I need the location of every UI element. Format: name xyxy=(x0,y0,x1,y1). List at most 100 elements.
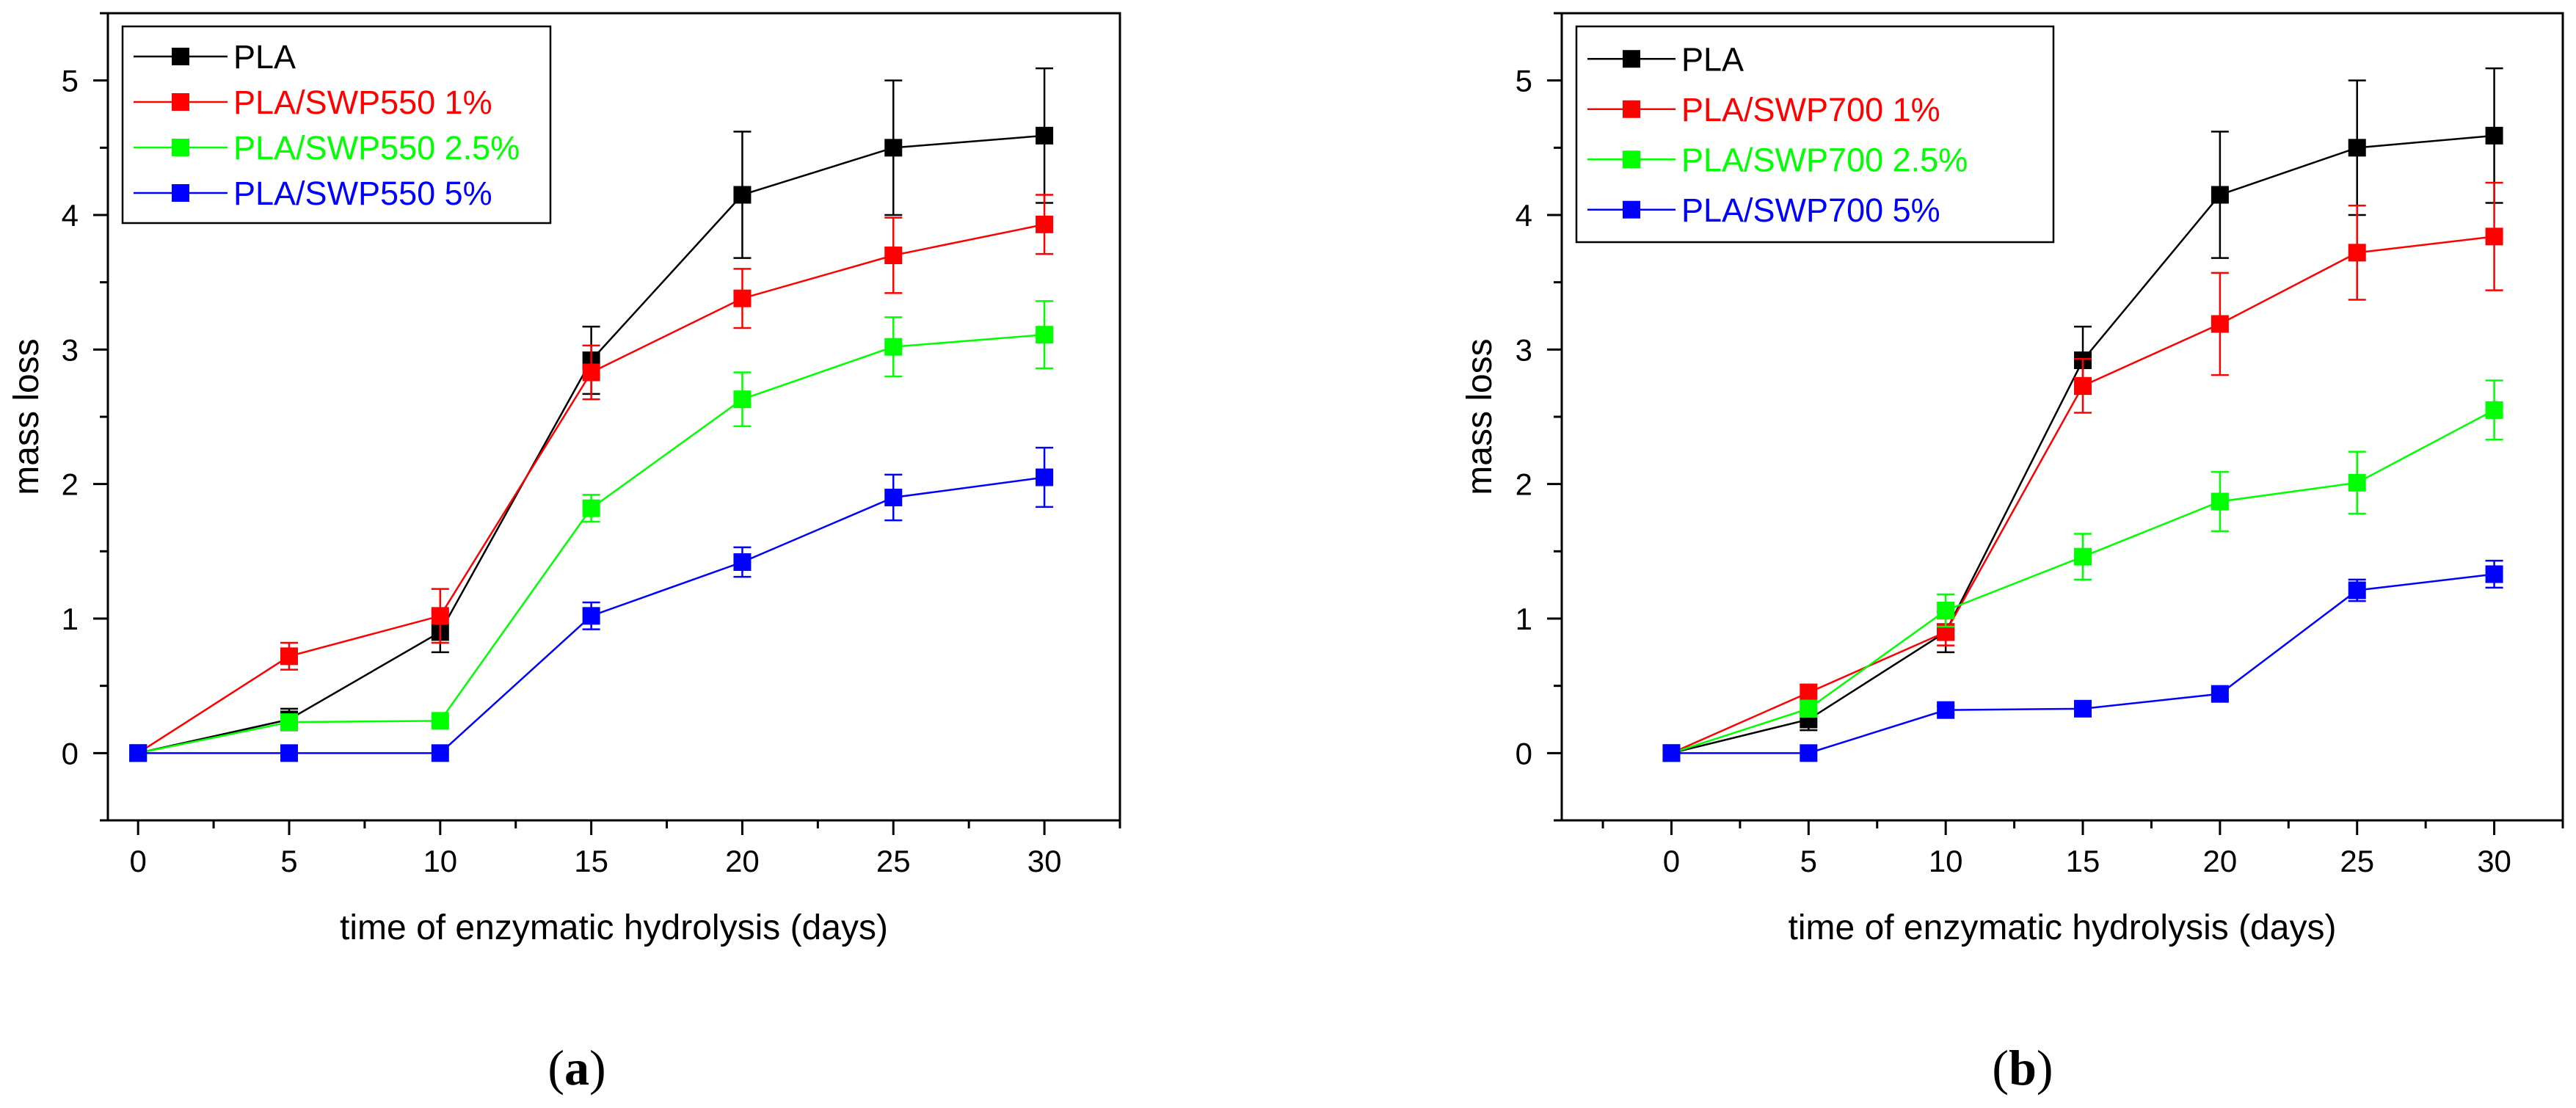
data-point xyxy=(733,186,752,204)
legend-label: PLA/SWP550 5% xyxy=(233,175,492,212)
y-axis-label: mass loss xyxy=(7,338,46,495)
legend-box xyxy=(1575,25,2055,244)
data-point xyxy=(2074,547,2092,566)
y-tick-label: 3 xyxy=(62,332,79,367)
legend-marker xyxy=(172,93,189,111)
data-point xyxy=(280,744,298,762)
data-point xyxy=(2211,492,2229,511)
legend-box xyxy=(121,25,552,225)
data-point xyxy=(884,338,903,356)
data-point xyxy=(280,713,298,732)
y-tick-label: 3 xyxy=(1516,332,1532,367)
data-point xyxy=(2211,186,2229,204)
x-tick-label: 25 xyxy=(2340,844,2374,878)
legend-label: PLA/SWP550 1% xyxy=(233,84,492,121)
data-point xyxy=(2211,315,2229,333)
series-line xyxy=(1671,573,2495,754)
x-tick-label: 25 xyxy=(876,844,911,878)
series-group xyxy=(129,194,1054,762)
y-tick-label: 1 xyxy=(62,602,79,636)
series-line xyxy=(1670,236,2495,754)
series-group xyxy=(129,300,1054,762)
data-point xyxy=(1036,468,1054,486)
series-group xyxy=(129,446,1054,762)
legend-label: PLA xyxy=(1681,40,1744,78)
legend-marker xyxy=(1623,150,1640,169)
data-point xyxy=(2348,473,2366,492)
panel-label-b-letter: b xyxy=(2009,1040,2037,1096)
chart-panel-b: 0 5 10 15 20 25 30 0 1 2 3 4 5 time of enzymatic hydr… xyxy=(1460,12,2564,947)
y-tick-label: 5 xyxy=(62,64,79,98)
chart-panel-a: 0 5 10 15 20 25 30 0 1 2 3 4 5 time of enzymatic hydr… xyxy=(7,12,1121,947)
legend-marker xyxy=(172,139,189,156)
data-point xyxy=(1800,699,1818,718)
data-point xyxy=(431,712,449,730)
data-point xyxy=(884,139,903,157)
x-tick-label: 10 xyxy=(423,844,457,878)
data-point xyxy=(2485,126,2503,145)
panel-label-b: (b) xyxy=(1992,1040,2053,1096)
data-point xyxy=(582,607,600,625)
x-tick-label: 20 xyxy=(2203,844,2238,878)
legend-marker xyxy=(1623,100,1640,118)
data-point xyxy=(733,390,752,409)
data-point xyxy=(1800,683,1818,701)
legend-label: PLA xyxy=(233,38,296,76)
data-point xyxy=(1036,126,1054,145)
legend-label: PLA/SWP700 1% xyxy=(1681,91,1940,128)
data-point xyxy=(2485,227,2503,246)
y-tick-label: 1 xyxy=(1516,602,1532,636)
data-point xyxy=(884,489,903,506)
x-axis-label: time of enzymatic hydrolysis (days) xyxy=(1789,908,2337,947)
panel-label-a: (a) xyxy=(547,1040,605,1096)
legend-marker xyxy=(172,48,189,65)
data-point xyxy=(1036,215,1054,233)
data-point xyxy=(1937,602,1955,619)
data-point xyxy=(582,363,600,382)
legend-label: PLA/SWP700 5% xyxy=(1681,192,1940,229)
data-point xyxy=(1662,744,1681,762)
data-point xyxy=(129,744,148,762)
data-point xyxy=(2074,699,2092,718)
data-point xyxy=(2348,139,2366,157)
y-tick-label: 0 xyxy=(1516,736,1532,770)
x-tick-label: 10 xyxy=(1929,844,1963,878)
panel-label-a-letter: a xyxy=(564,1040,589,1096)
x-tick-label: 15 xyxy=(2066,844,2100,878)
data-point xyxy=(2074,376,2092,395)
data-point xyxy=(2211,685,2229,703)
legend-label: PLA/SWP550 2.5% xyxy=(233,129,520,167)
y-tick-label: 0 xyxy=(62,736,79,770)
y-axis-label: mass loss xyxy=(1460,338,1499,495)
legend-marker xyxy=(172,184,189,202)
data-point xyxy=(2485,565,2503,583)
y-tick-label: 4 xyxy=(1516,198,1532,233)
legend-label: PLA/SWP700 2.5% xyxy=(1681,141,1968,178)
y-tick-label: 2 xyxy=(62,467,79,502)
data-point xyxy=(1036,326,1054,344)
data-point xyxy=(733,553,752,571)
x-tick-label: 20 xyxy=(725,844,760,878)
data-point xyxy=(280,647,298,666)
data-point xyxy=(2348,581,2366,599)
y-tick-label: 2 xyxy=(1516,467,1532,502)
x-tick-label: 30 xyxy=(1027,844,1062,878)
data-point xyxy=(431,744,449,762)
x-tick-label: 30 xyxy=(2477,844,2511,878)
series-line xyxy=(137,134,1045,754)
legend-marker xyxy=(1623,200,1640,219)
x-axis-label: time of enzymatic hydrolysis (days) xyxy=(340,908,888,947)
data-point xyxy=(1800,744,1818,762)
data-point xyxy=(1937,701,1955,719)
data-point xyxy=(733,289,752,307)
series-group xyxy=(1662,559,2503,762)
y-tick-label: 5 xyxy=(1516,64,1532,98)
x-tick-label: 0 xyxy=(1663,844,1680,878)
data-point xyxy=(884,247,903,264)
y-tick-label: 4 xyxy=(62,198,79,233)
series-line xyxy=(137,223,1045,754)
x-tick-label: 0 xyxy=(129,844,146,878)
x-tick-label: 15 xyxy=(574,844,608,878)
data-point xyxy=(582,499,600,517)
